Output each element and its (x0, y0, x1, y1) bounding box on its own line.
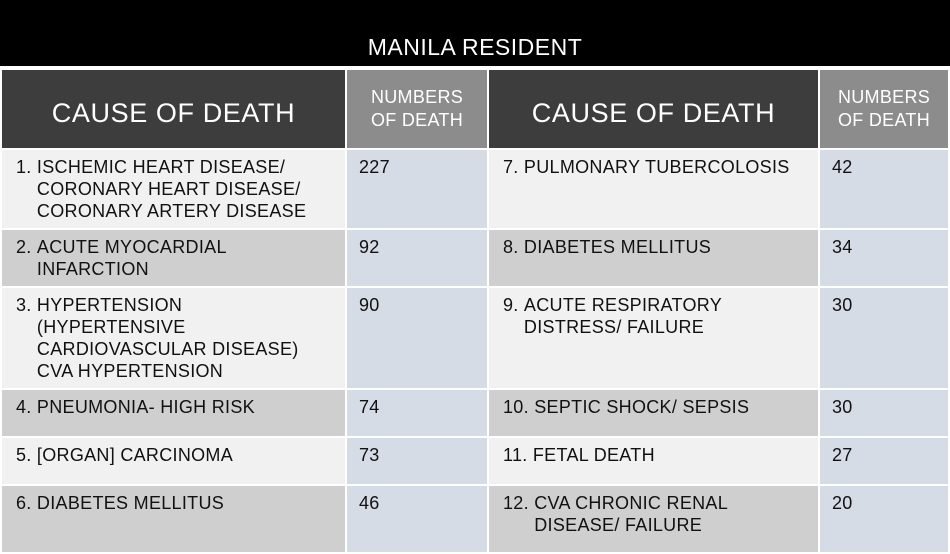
cause-text: PULMONARY TUBERCOLOSIS (523, 157, 790, 177)
death-count: 227 (347, 150, 487, 228)
cause-number: 1. (16, 157, 37, 177)
death-count: 73 (347, 438, 487, 484)
cause-number: 9. (503, 295, 524, 315)
cause-text: ISCHEMIC HEART DISEASE/ CORONARY HEART D… (36, 157, 307, 221)
cause-text: CVA CHRONIC RENAL DISEASE/ FAILURE (534, 493, 728, 535)
cause-number: 12. (503, 493, 535, 513)
death-count: 90 (347, 288, 487, 388)
header-numbers-right: NUMBERS OF DEATH (820, 70, 948, 148)
table-row: 8. DIABETES MELLITUS (489, 230, 818, 286)
death-count: 30 (820, 288, 948, 388)
death-count: 92 (347, 230, 487, 286)
table-row: 6. DIABETES MELLITUS (2, 486, 345, 552)
cause-text: DIABETES MELLITUS (36, 493, 225, 513)
cause-text: ACUTE RESPIRATORY DISTRESS/ FAILURE (523, 295, 722, 337)
table-row: 5. [ORGAN] CARCINOMA (2, 438, 345, 484)
table-row: 2. ACUTE MYOCARDIAL INFARCTION (2, 230, 345, 286)
cause-number: 7. (503, 157, 524, 177)
cause-number: 3. (16, 295, 37, 315)
cause-number: 10. (503, 397, 535, 417)
cause-text: PNEUMONIA- HIGH RISK (36, 397, 255, 417)
cause-text: ACUTE MYOCARDIAL INFARCTION (36, 237, 227, 279)
table-row: 4. PNEUMONIA- HIGH RISK (2, 390, 345, 436)
death-count: 30 (820, 390, 948, 436)
death-count: 27 (820, 438, 948, 484)
header-cause-right: CAUSE OF DEATH (489, 70, 818, 148)
cause-number: 6. (16, 493, 37, 513)
cause-number: 4. (16, 397, 37, 417)
death-count: 46 (347, 486, 487, 552)
cause-number: 11. (503, 445, 533, 465)
header-cause-left: CAUSE OF DEATH (2, 70, 345, 148)
table-row: 11. FETAL DEATH (489, 438, 818, 484)
table-row: 7. PULMONARY TUBERCOLOSIS (489, 150, 818, 228)
cause-text: FETAL DEATH (532, 445, 655, 465)
cause-text: SEPTIC SHOCK/ SEPSIS (534, 397, 750, 417)
cause-number: 5. (16, 445, 37, 465)
table-title: MANILA RESIDENT (0, 0, 950, 66)
death-count: 74 (347, 390, 487, 436)
header-numbers-left: NUMBERS OF DEATH (347, 70, 487, 148)
cause-text: HYPERTENSION (HYPERTENSIVE CARDIOVASCULA… (36, 295, 299, 381)
death-count: 34 (820, 230, 948, 286)
table-row: 9. ACUTE RESPIRATORY DISTRESS/ FAILURE (489, 288, 818, 388)
death-count: 42 (820, 150, 948, 228)
header-numbers-line2: OF DEATH (370, 110, 464, 130)
cause-number: 2. (16, 237, 37, 257)
table-row: 3. HYPERTENSION (HYPERTENSIVE CARDIOVASC… (2, 288, 345, 388)
death-count: 20 (820, 486, 948, 552)
cause-text: DIABETES MELLITUS (523, 237, 712, 257)
header-numbers-line1: NUMBERS (370, 87, 464, 107)
cause-number: 8. (503, 237, 524, 257)
table-row: 1. ISCHEMIC HEART DISEASE/ CORONARY HEAR… (2, 150, 345, 228)
header-numbers-line1: NUMBERS (837, 87, 931, 107)
cause-text: [ORGAN] CARCINOMA (36, 445, 234, 465)
table-row: 12. CVA CHRONIC RENAL DISEASE/ FAILURE (489, 486, 818, 552)
table-row: 10. SEPTIC SHOCK/ SEPSIS (489, 390, 818, 436)
header-numbers-line2: OF DEATH (837, 110, 931, 130)
